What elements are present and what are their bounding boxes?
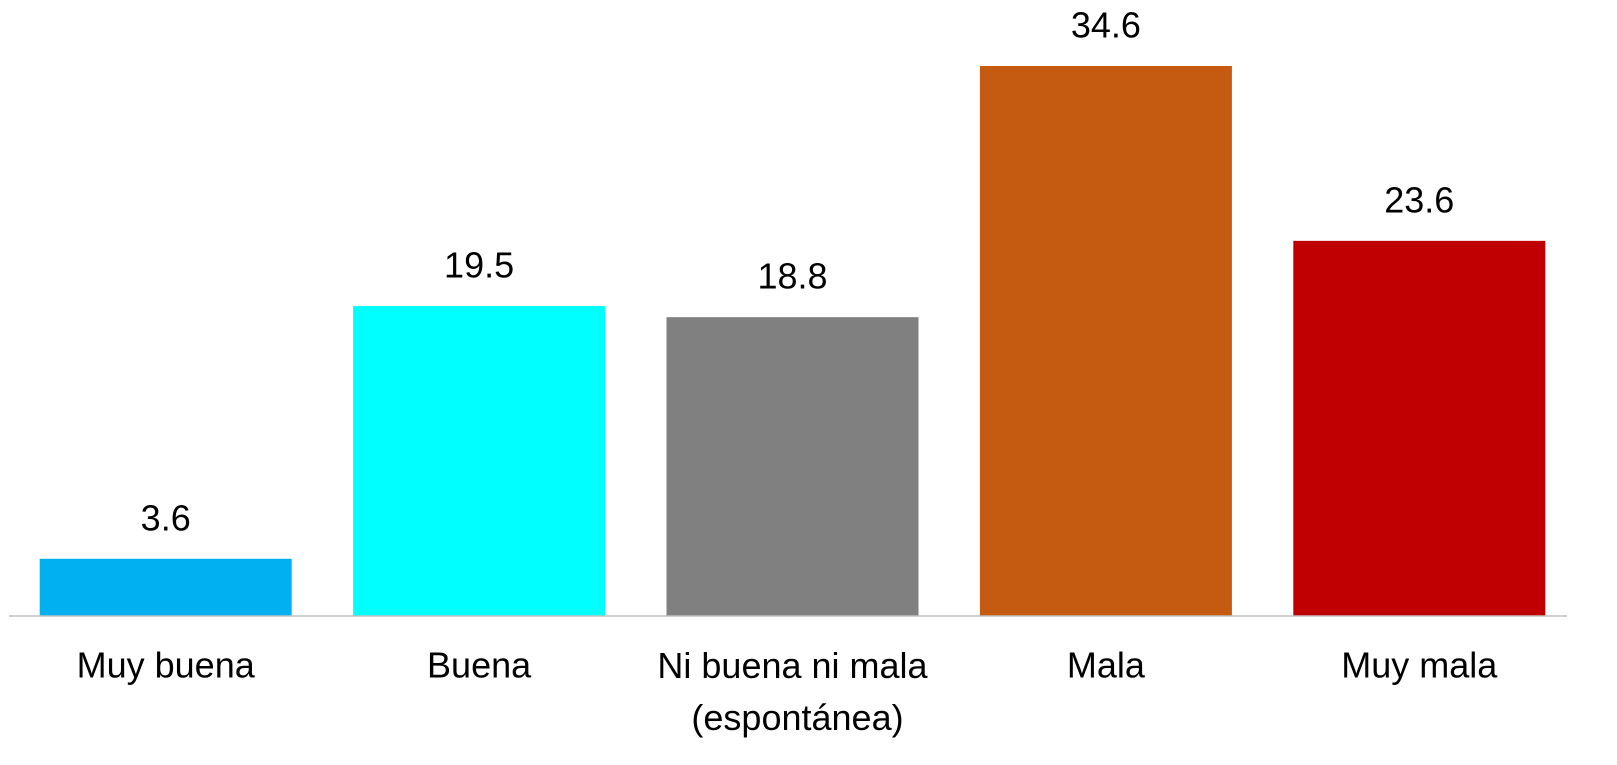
x-tick-label: Buena: [427, 645, 532, 686]
bar: [979, 66, 1232, 616]
data-label: 18.8: [757, 256, 827, 297]
data-label: 34.6: [1071, 5, 1141, 46]
x-tick-label: Mala: [1067, 645, 1146, 686]
bar: [353, 306, 606, 616]
x-tick-label: Ni buena ni mala (espontánea): [657, 645, 928, 738]
bar: [666, 317, 919, 616]
data-label: 19.5: [444, 245, 514, 286]
data-label: 3.6: [141, 497, 191, 538]
data-label: 23.6: [1384, 179, 1454, 220]
bar: [39, 558, 292, 616]
bar: [1293, 240, 1546, 617]
x-tick-label: Muy buena: [77, 645, 256, 686]
x-tick-label: Muy mala: [1341, 645, 1498, 686]
